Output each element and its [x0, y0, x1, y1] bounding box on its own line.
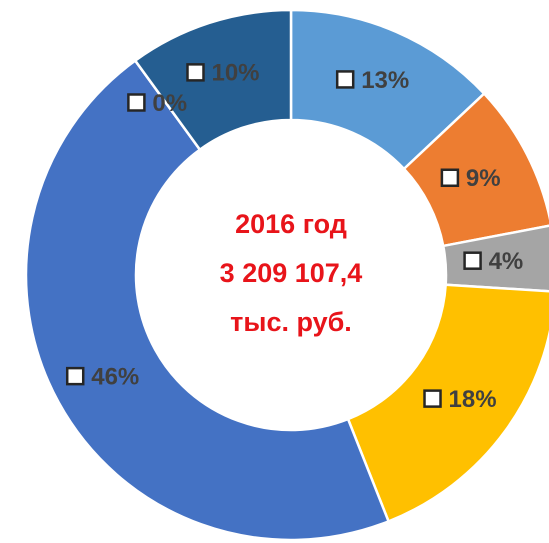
- label-key: [440, 168, 460, 188]
- label-key: [423, 389, 442, 408]
- label-key: [463, 251, 482, 270]
- center-text: тыс. руб.: [230, 307, 352, 337]
- center-text: 2016 год: [235, 209, 347, 239]
- label-key: [65, 366, 85, 386]
- label-key: [127, 93, 146, 112]
- data-label: 9%: [466, 165, 501, 192]
- label-key: [335, 70, 355, 89]
- data-label: 4%: [489, 248, 524, 275]
- donut-slice: [346, 283, 549, 524]
- label-key: [186, 63, 205, 82]
- donut-slice: [402, 91, 549, 248]
- data-label: 18%: [449, 386, 497, 413]
- data-label: 0%: [152, 90, 187, 117]
- data-label: 13%: [361, 67, 409, 94]
- data-label: 46%: [91, 363, 139, 390]
- center-text: 3 209 107,4: [220, 258, 363, 288]
- donut-slice: [24, 58, 391, 542]
- data-label: 10%: [211, 60, 259, 87]
- donut-slice: [133, 8, 293, 152]
